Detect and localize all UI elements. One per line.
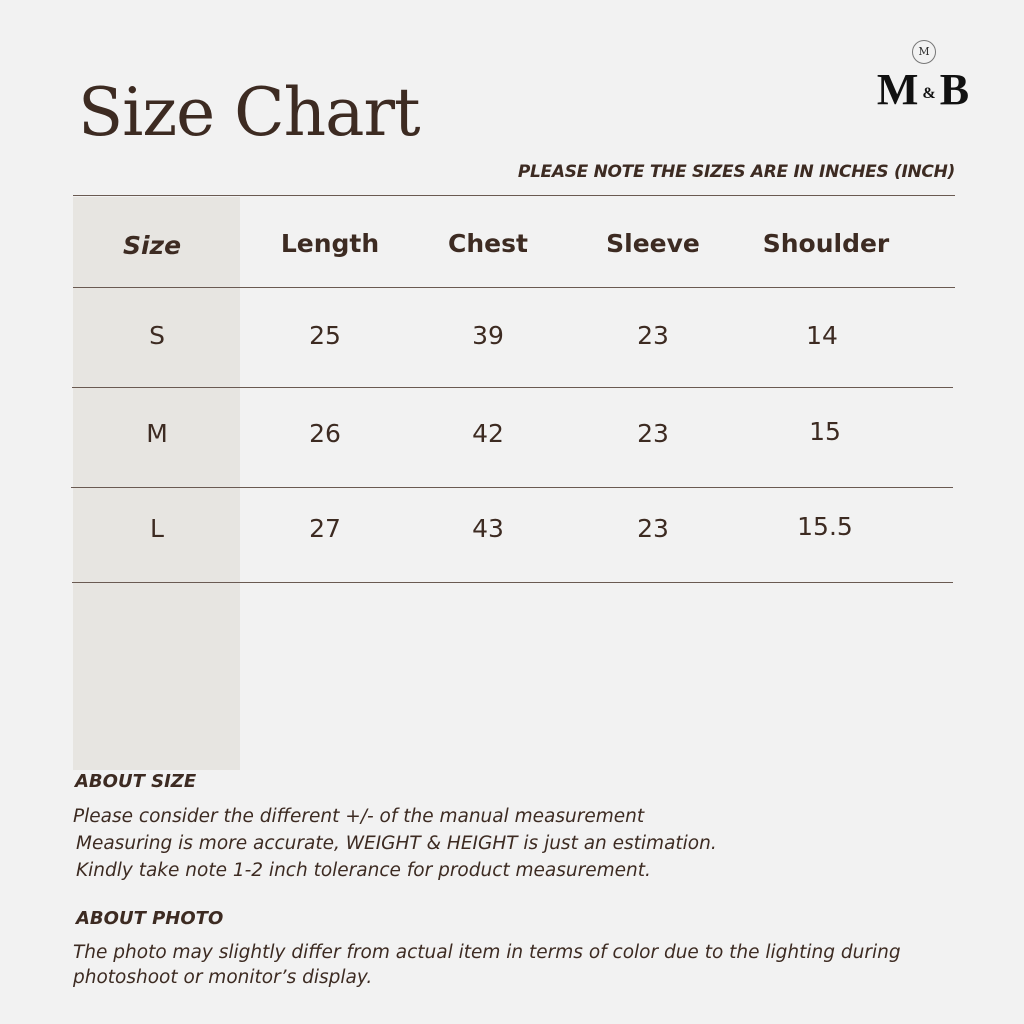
header-shoulder: Shoulder <box>762 229 890 258</box>
cell-chest: 42 <box>472 419 504 448</box>
page-title: Size Chart <box>78 74 421 151</box>
about-photo-text: The photo may slightly differ from actua… <box>73 940 901 990</box>
cell-sleeve: 23 <box>637 419 669 448</box>
cell-shoulder: 15 <box>809 417 841 446</box>
table-divider <box>73 195 955 196</box>
size-column-background <box>73 197 240 770</box>
about-size-line: Please consider the different +/- of the… <box>73 806 645 827</box>
header-sleeve: Sleeve <box>606 229 700 258</box>
header-size: Size <box>122 231 182 260</box>
cell-size: L <box>150 514 164 543</box>
header-chest: Chest <box>448 229 528 258</box>
logo-letter-b: B <box>939 65 970 114</box>
cell-chest: 43 <box>472 514 504 543</box>
about-photo-line: photoshoot or monitor’s display. <box>73 967 373 988</box>
cell-sleeve: 23 <box>637 321 669 350</box>
logo-emblem-icon: M <box>912 40 936 64</box>
cell-length: 27 <box>309 514 341 543</box>
cell-shoulder: 15.5 <box>797 512 853 541</box>
cell-chest: 39 <box>472 321 504 350</box>
cell-size: S <box>149 321 165 350</box>
cell-sleeve: 23 <box>637 514 669 543</box>
about-photo-heading: ABOUT PHOTO <box>76 908 224 929</box>
cell-length: 26 <box>309 419 341 448</box>
cell-length: 25 <box>309 321 341 350</box>
table-divider <box>72 387 953 388</box>
table-divider <box>72 582 953 583</box>
header-length: Length <box>280 229 380 258</box>
about-size-line: Kindly take note 1-2 inch tolerance for … <box>76 860 651 881</box>
cell-size: M <box>146 419 168 448</box>
table-divider <box>71 487 953 488</box>
logo-letter-m: M <box>876 65 919 114</box>
logo-ampersand: & <box>922 84 936 102</box>
about-size-text: Please consider the different +/- of the… <box>73 803 717 884</box>
units-note: PLEASE NOTE THE SIZES ARE IN INCHES (INC… <box>517 162 955 182</box>
table-divider <box>73 287 955 288</box>
brand-logo: M M &B <box>868 40 978 115</box>
about-size-line: Measuring is more accurate, WEIGHT & HEI… <box>76 833 717 854</box>
about-photo-line: The photo may slightly differ from actua… <box>73 942 901 963</box>
about-size-heading: ABOUT SIZE <box>75 771 197 792</box>
cell-shoulder: 14 <box>806 321 838 350</box>
